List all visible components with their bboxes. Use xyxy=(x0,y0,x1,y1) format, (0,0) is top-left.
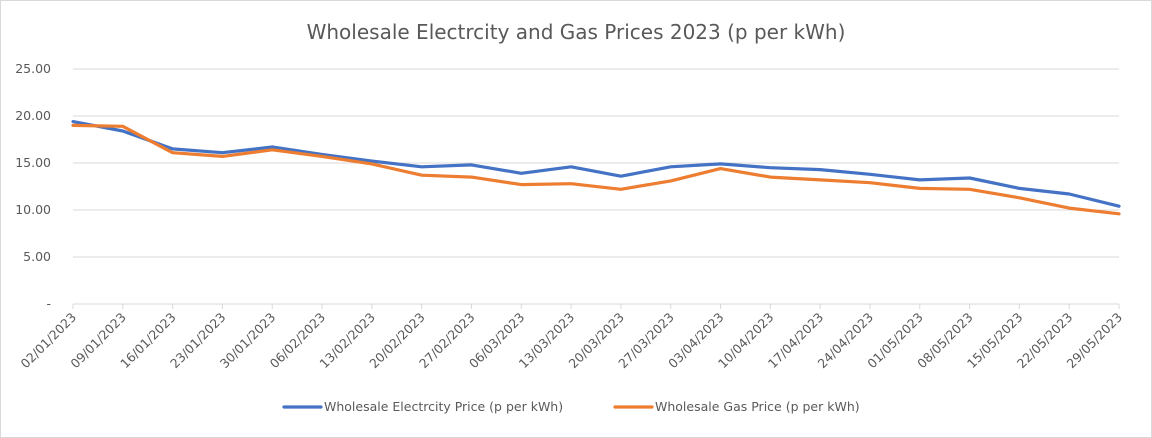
series-lines xyxy=(71,119,1121,216)
y-tick-label: 25.00 xyxy=(15,61,51,76)
y-tick-label: 20.00 xyxy=(15,108,51,123)
y-tick-label: - xyxy=(46,296,51,311)
gas-price-line xyxy=(71,123,1121,216)
y-axis-ticks: - 5.00 10.00 15.00 20.00 25.00 xyxy=(15,61,51,311)
y-tick-label: 10.00 xyxy=(15,202,51,217)
legend-label: Wholesale Electrcity Price (p per kWh) xyxy=(324,399,563,414)
y-tick-label: 15.00 xyxy=(15,155,51,170)
gridlines xyxy=(73,68,1119,305)
electricity-price-line xyxy=(71,119,1121,208)
chart-title: Wholesale Electrcity and Gas Prices 2023… xyxy=(307,20,846,44)
y-tick-label: 5.00 xyxy=(23,249,51,264)
legend: Wholesale Electrcity Price (p per kWh) Wh… xyxy=(282,399,860,414)
legend-label: Wholesale Gas Price (p per kWh) xyxy=(655,399,860,414)
x-axis-ticks: 02/01/202309/01/202316/01/202323/01/2023… xyxy=(18,304,1125,371)
